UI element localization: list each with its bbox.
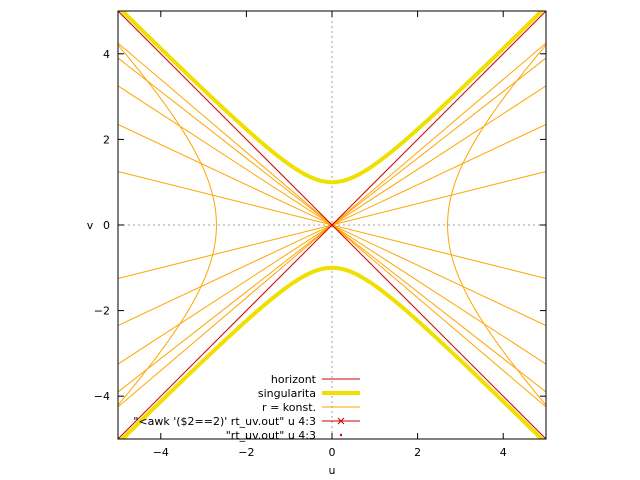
zero-axes: [118, 11, 546, 439]
legend-label: r = konst.: [262, 401, 316, 414]
x-tick-label: 4: [500, 446, 507, 459]
y-tick-label: 4: [103, 48, 110, 61]
y-axis-label: v: [87, 219, 94, 232]
x-tick-label: 0: [329, 446, 336, 459]
legend-label: singularita: [258, 387, 316, 400]
x-tick-label: 2: [414, 446, 421, 459]
legend-label: "<awk '($2==2)' rt_uv.out" u 4:3: [133, 415, 316, 428]
data-point-dot: [330, 223, 334, 227]
legend-marker-x: [337, 417, 345, 425]
x-tick-label: −4: [153, 446, 169, 459]
y-tick-label: 0: [103, 219, 110, 232]
singularity-hyperbola: [119, 11, 545, 185]
constant-r-hyperbola: [118, 44, 217, 406]
y-tick-label: −4: [94, 390, 110, 403]
x-tick-label: −2: [238, 446, 254, 459]
x-axis-label: u: [329, 464, 336, 477]
y-tick-label: −2: [94, 305, 110, 318]
y-tick-label: 2: [103, 133, 110, 146]
constant-r-hyperbola: [447, 44, 546, 406]
plot-curves: [118, 11, 546, 439]
axis-ticks: −4 −2 0 2 4 −4 −2 0 2 4: [94, 11, 546, 459]
legend-label: horizont: [271, 373, 317, 386]
legend-label: "rt_uv.out" u 4:3: [226, 429, 316, 442]
legend-marker-dot: [339, 433, 343, 437]
singularity-hyperbola: [119, 265, 545, 439]
